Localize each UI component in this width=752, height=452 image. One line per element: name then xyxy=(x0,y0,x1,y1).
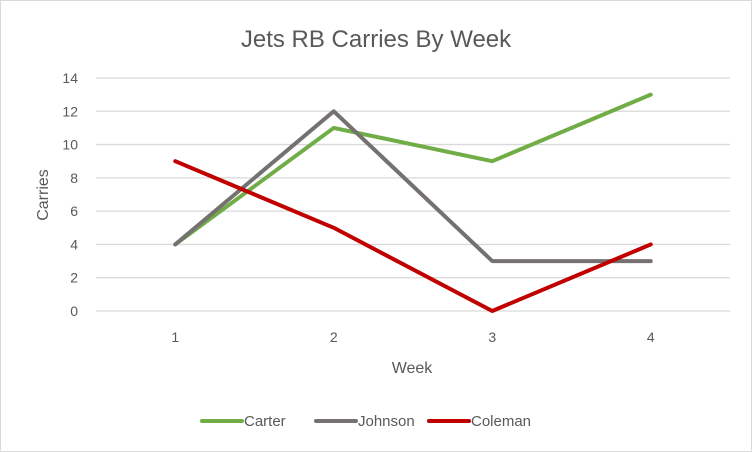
legend-label: Coleman xyxy=(471,413,531,430)
legend-item-johnson: Johnson xyxy=(314,413,415,430)
y-tick-label: 0 xyxy=(70,303,78,319)
x-tick-label: 2 xyxy=(330,329,338,345)
legend-label: Johnson xyxy=(358,413,415,430)
series-line-carter xyxy=(173,92,653,247)
series-lines xyxy=(173,92,653,313)
chart-title: Jets RB Carries By Week xyxy=(241,26,512,53)
legend-item-coleman: Coleman xyxy=(427,413,531,430)
y-tick-label: 8 xyxy=(70,170,78,186)
series-line-coleman xyxy=(173,159,653,313)
gridlines xyxy=(96,77,730,312)
legend-label: Carter xyxy=(244,413,286,430)
x-tick-label: 3 xyxy=(488,329,496,345)
y-tick-label: 6 xyxy=(70,203,78,219)
x-tick-label: 4 xyxy=(647,329,655,345)
legend-item-carter: Carter xyxy=(200,413,286,430)
y-axis-ticks: 0 2 4 6 8 10 12 14 xyxy=(62,70,78,319)
x-tick-label: 1 xyxy=(171,329,179,345)
x-axis-label: Week xyxy=(392,360,434,377)
series-line-johnson xyxy=(173,109,653,264)
y-tick-label: 10 xyxy=(62,137,78,153)
y-axis-label: Carries xyxy=(35,169,52,221)
y-tick-label: 14 xyxy=(62,70,78,86)
y-tick-label: 2 xyxy=(70,270,78,286)
y-tick-label: 4 xyxy=(70,236,78,252)
y-tick-label: 12 xyxy=(62,103,78,119)
x-axis-ticks: 1 2 3 4 xyxy=(171,329,655,345)
legend: Carter Johnson Coleman xyxy=(200,413,531,430)
